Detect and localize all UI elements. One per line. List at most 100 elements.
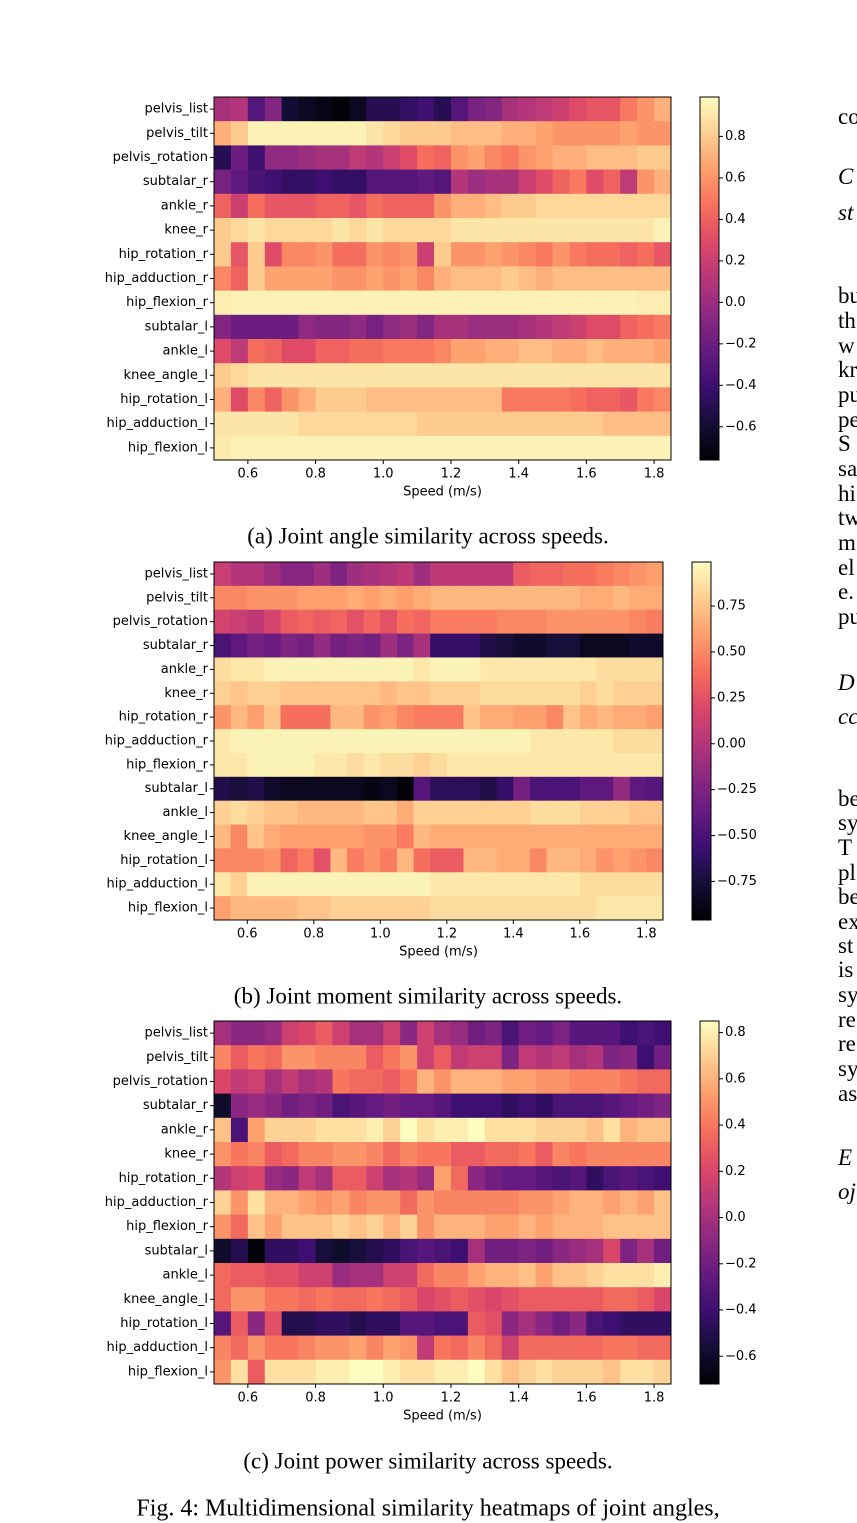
- heatmap-cell: [552, 1166, 570, 1191]
- heatmap-cell: [347, 681, 365, 706]
- heatmap-cell: [467, 242, 486, 267]
- heatmap-cell: [313, 872, 331, 897]
- heatmap-cell: [613, 896, 631, 921]
- heatmap-cell: [413, 609, 431, 635]
- heatmap-cell: [450, 97, 469, 122]
- heatmap-cell: [214, 218, 232, 243]
- heatmap-cell: [552, 1021, 570, 1046]
- heatmap-cell: [603, 363, 621, 388]
- heatmap-cell: [480, 824, 498, 849]
- heatmap-cell: [552, 1142, 570, 1167]
- heatmap-cell: [347, 872, 365, 897]
- heatmap-cell: [579, 609, 597, 635]
- row-label: hip_flexion_l: [128, 440, 208, 455]
- heatmap-cell: [349, 266, 367, 292]
- x-tick-label: 1.4: [508, 467, 529, 482]
- side-text-fragment: hi: [838, 481, 856, 506]
- heatmap-cell: [214, 1238, 232, 1264]
- row-label: pelvis_list: [144, 1026, 208, 1041]
- heatmap-cell: [380, 800, 398, 826]
- heatmap-cell: [513, 705, 531, 730]
- heatmap-cell: [501, 1021, 520, 1046]
- heatmap-cell: [313, 585, 331, 611]
- colorbar-tick-label: −0.6: [725, 419, 757, 434]
- heatmap-cell: [518, 290, 537, 316]
- heatmap-cell: [501, 290, 520, 316]
- heatmap-cell: [467, 1263, 486, 1288]
- heatmap-cell: [380, 633, 398, 658]
- row-label: hip_rotation_r: [119, 710, 209, 725]
- heatmap-cell: [535, 1214, 554, 1240]
- heatmap-cell: [281, 1287, 300, 1312]
- heatmap-cell: [434, 1238, 452, 1264]
- heatmap-cell: [586, 242, 604, 267]
- heatmap-cell: [629, 657, 647, 682]
- heatmap-cell: [546, 872, 564, 897]
- heatmap-cell: [501, 242, 520, 267]
- heatmap-cell: [315, 266, 333, 292]
- heatmap-cell: [383, 242, 401, 267]
- heatmap-cell: [637, 1359, 655, 1385]
- heatmap-cell: [535, 1335, 554, 1361]
- heatmap-cell: [535, 1093, 554, 1119]
- heatmap-cell: [332, 314, 350, 340]
- heatmap-cell: [396, 705, 415, 730]
- heatmap-cell: [214, 266, 232, 292]
- heatmap-cell: [315, 411, 333, 437]
- heatmap-cell: [280, 562, 298, 587]
- heatmap-cell: [629, 705, 647, 730]
- heatmap-cell: [596, 776, 614, 802]
- heatmap-cell: [214, 776, 232, 802]
- heatmap-cell: [496, 872, 514, 897]
- heatmap-cell: [467, 1335, 486, 1361]
- heatmap-cell: [214, 1142, 232, 1167]
- heatmap-cell: [603, 193, 621, 219]
- heatmap-cell: [569, 339, 587, 364]
- heatmap-cell: [646, 896, 664, 921]
- heatmap-cell: [297, 657, 315, 682]
- heatmap-cell: [518, 1045, 537, 1070]
- heatmap-cell: [603, 339, 621, 364]
- heatmap-cell: [380, 609, 398, 635]
- heatmap-cell: [347, 752, 365, 778]
- heatmap-cell: [450, 411, 469, 437]
- heatmap-cell: [579, 824, 597, 849]
- heatmap-cell: [313, 609, 331, 635]
- heatmap-cell: [467, 1021, 486, 1046]
- heatmap-cell: [552, 1069, 570, 1095]
- heatmap-cell: [332, 169, 350, 195]
- heatmap-cell: [513, 848, 531, 873]
- heatmap-cell: [332, 145, 350, 171]
- side-text-fragment: oj: [838, 1179, 856, 1204]
- heatmap-cell: [629, 896, 647, 921]
- heatmap-cell: [450, 1045, 469, 1070]
- heatmap-cell: [366, 1263, 384, 1288]
- heatmap-cell: [484, 1142, 503, 1167]
- heatmap-cell: [349, 242, 367, 267]
- heatmap-cell: [298, 290, 317, 316]
- heatmap-cell: [247, 121, 266, 146]
- side-text-fragment: st: [838, 200, 854, 225]
- heatmap-cell: [413, 681, 431, 706]
- row-label: knee_angle_l: [124, 368, 208, 383]
- heatmap-cell: [349, 387, 367, 413]
- heatmap-cell: [214, 800, 232, 826]
- heatmap-cell: [214, 633, 232, 658]
- heatmap-cell: [347, 824, 365, 849]
- heatmap-cell: [281, 1359, 300, 1385]
- heatmap-cell: [484, 1238, 503, 1264]
- heatmap-cell: [413, 633, 431, 658]
- heatmap-cell: [347, 609, 365, 635]
- heatmap-cell: [450, 1359, 469, 1385]
- heatmap-cell: [230, 1214, 249, 1240]
- heatmap-cell: [263, 800, 282, 826]
- heatmap-cell: [535, 1311, 554, 1337]
- heatmap-cell: [280, 729, 298, 754]
- heatmap-cell: [629, 609, 647, 635]
- heatmap-cell: [383, 1190, 401, 1216]
- heatmap-cell: [315, 1311, 333, 1337]
- heatmap-cell: [496, 896, 514, 921]
- heatmap-cell: [280, 609, 298, 635]
- heatmap-cell: [330, 609, 348, 635]
- heatmap-cell: [654, 339, 672, 364]
